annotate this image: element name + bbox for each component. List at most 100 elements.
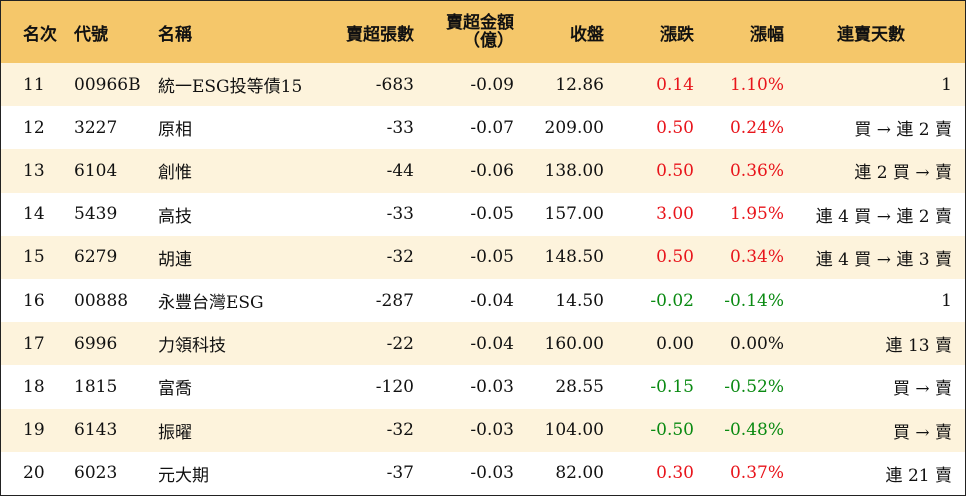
header-sell-amount: 賣超金額 （億） bbox=[421, 1, 514, 63]
cell-code: 6996 bbox=[74, 333, 118, 354]
cell-sell-amount: -0.03 bbox=[470, 420, 514, 441]
cell-code: 00966B bbox=[74, 74, 141, 95]
cell-sell-lots: -44 bbox=[386, 160, 414, 181]
cell-pct: 0.00% bbox=[729, 333, 784, 354]
cell-name: 永豐台灣ESG bbox=[158, 293, 264, 314]
cell-sell-amount: -0.04 bbox=[470, 290, 514, 311]
header-sell-amount-line1: 賣超金額 bbox=[446, 13, 514, 33]
cell-close: 104.00 bbox=[544, 420, 604, 441]
cell-close: 14.50 bbox=[555, 290, 604, 311]
header-sell-amount-line2: （億） bbox=[463, 31, 514, 51]
cell-sell-amount: -0.03 bbox=[470, 376, 514, 397]
cell-close: 28.55 bbox=[555, 376, 604, 397]
cell-close: 157.00 bbox=[544, 204, 604, 225]
header-close: 收盤 bbox=[570, 24, 604, 45]
cell-code: 6279 bbox=[74, 247, 118, 268]
cell-rank: 13 bbox=[23, 160, 45, 181]
cell-close: 209.00 bbox=[544, 117, 604, 138]
cell-sell-amount: -0.07 bbox=[470, 117, 514, 138]
cell-name: 元大期 bbox=[158, 465, 209, 486]
cell-rank: 16 bbox=[23, 290, 45, 311]
cell-change: 0.50 bbox=[656, 117, 694, 138]
cell-close: 12.86 bbox=[555, 74, 604, 95]
header-name: 名稱 bbox=[158, 24, 192, 45]
cell-streak: 買 → 賣 bbox=[892, 379, 952, 400]
cell-change: -0.50 bbox=[650, 420, 694, 441]
cell-rank: 17 bbox=[23, 333, 45, 354]
cell-code: 6023 bbox=[74, 463, 118, 484]
header-sell-lots: 賣超張數 bbox=[346, 24, 414, 45]
cell-pct: -0.52% bbox=[724, 376, 784, 397]
cell-pct: 0.24% bbox=[729, 117, 784, 138]
cell-name: 富喬 bbox=[158, 379, 192, 400]
cell-sell-lots: -120 bbox=[375, 376, 414, 397]
cell-streak: 連 2 買 → 賣 bbox=[854, 163, 952, 184]
header-streak: 連賣天數 bbox=[837, 24, 905, 45]
cell-code: 5439 bbox=[74, 204, 118, 225]
cell-pct: -0.48% bbox=[724, 420, 784, 441]
cell-change: -0.02 bbox=[650, 290, 694, 311]
cell-name: 創惟 bbox=[158, 163, 192, 184]
cell-streak: 連 4 買 → 連 2 賣 bbox=[815, 206, 952, 227]
cell-pct: 0.34% bbox=[729, 247, 784, 268]
cell-sell-lots: -37 bbox=[386, 463, 414, 484]
cell-code: 6143 bbox=[74, 420, 118, 441]
cell-sell-lots: -32 bbox=[386, 247, 414, 268]
table-row: 18 1815 富喬 -120 -0.03 28.55 -0.15 -0.52% 買 → 賣 bbox=[1, 365, 965, 409]
cell-name: 振曜 bbox=[158, 422, 192, 443]
cell-sell-lots: -22 bbox=[386, 333, 414, 354]
table-row: 19 6143 振曜 -32 -0.03 104.00 -0.50 -0.48% 買 → 賣 bbox=[1, 408, 965, 452]
cell-streak: 連 13 賣 bbox=[885, 336, 952, 357]
cell-code: 3227 bbox=[74, 117, 118, 138]
cell-sell-amount: -0.05 bbox=[470, 247, 514, 268]
cell-change: 0.50 bbox=[656, 247, 694, 268]
cell-close: 138.00 bbox=[544, 160, 604, 181]
cell-name: 原相 bbox=[158, 120, 192, 141]
cell-streak: 1 bbox=[941, 74, 952, 95]
cell-sell-lots: -33 bbox=[386, 204, 414, 225]
cell-rank: 14 bbox=[23, 204, 45, 225]
cell-sell-amount: -0.03 bbox=[470, 463, 514, 484]
cell-change: 0.30 bbox=[656, 463, 694, 484]
cell-change: 0.50 bbox=[656, 160, 694, 181]
cell-sell-lots: -287 bbox=[375, 290, 414, 311]
cell-rank: 11 bbox=[23, 74, 45, 95]
cell-rank: 18 bbox=[23, 376, 45, 397]
cell-sell-amount: -0.05 bbox=[470, 204, 514, 225]
table-row: 12 3227 原相 -33 -0.07 209.00 0.50 0.24% 買 → 連 2 賣 bbox=[1, 106, 965, 150]
cell-close: 148.50 bbox=[544, 247, 604, 268]
table-row: 11 00966B 統一ESG投等債15 -683 -0.09 12.86 0.14 1.10… bbox=[1, 63, 965, 107]
cell-change: 0.14 bbox=[656, 74, 694, 95]
cell-pct: 1.10% bbox=[729, 74, 784, 95]
cell-streak: 連 4 買 → 連 3 賣 bbox=[815, 249, 952, 270]
cell-close: 160.00 bbox=[544, 333, 604, 354]
cell-change: 3.00 bbox=[656, 204, 694, 225]
cell-rank: 15 bbox=[23, 247, 45, 268]
header-pct: 漲幅 bbox=[750, 24, 784, 45]
cell-code: 1815 bbox=[74, 376, 118, 397]
cell-sell-amount: -0.09 bbox=[470, 74, 514, 95]
table-row: 14 5439 高技 -33 -0.05 157.00 3.00 1.95% 連 4 買 → 連… bbox=[1, 192, 965, 236]
cell-rank: 19 bbox=[23, 420, 45, 441]
cell-streak: 買 → 賣 bbox=[892, 422, 952, 443]
cell-name: 統一ESG投等債15 bbox=[158, 77, 303, 98]
cell-change: 0.00 bbox=[656, 333, 694, 354]
cell-pct: 0.37% bbox=[729, 463, 784, 484]
cell-sell-amount: -0.06 bbox=[470, 160, 514, 181]
table-header: 名次 代號 名稱 賣超張數 賣超金額 （億） 收盤 漲跌 漲幅 連賣天數 bbox=[1, 1, 965, 63]
cell-rank: 20 bbox=[23, 463, 45, 484]
table-row: 15 6279 胡連 -32 -0.05 148.50 0.50 0.34% 連 4 買 → 連… bbox=[1, 235, 965, 279]
table-row: 20 6023 元大期 -37 -0.03 82.00 0.30 0.37% 連 21 賣 bbox=[1, 451, 965, 495]
cell-streak: 買 → 連 2 賣 bbox=[854, 120, 952, 141]
cell-pct: -0.14% bbox=[724, 290, 784, 311]
cell-close: 82.00 bbox=[555, 463, 604, 484]
cell-code: 6104 bbox=[74, 160, 118, 181]
cell-sell-lots: -33 bbox=[386, 117, 414, 138]
table-row: 17 6996 力領科技 -22 -0.04 160.00 0.00 0.00% 連 13 賣 bbox=[1, 322, 965, 366]
cell-pct: 0.36% bbox=[729, 160, 784, 181]
cell-sell-amount: -0.04 bbox=[470, 333, 514, 354]
header-rank: 名次 bbox=[23, 24, 57, 45]
cell-name: 胡連 bbox=[158, 249, 192, 270]
cell-pct: 1.95% bbox=[729, 204, 784, 225]
